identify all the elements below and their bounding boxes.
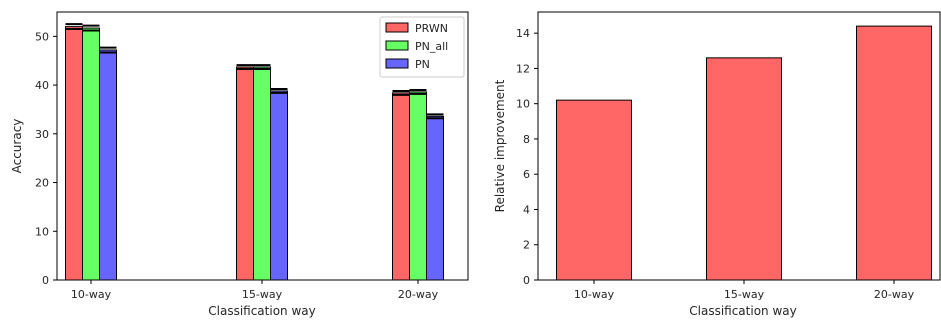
bar-pn-all-20-way bbox=[409, 91, 427, 281]
y-tick-label: 20 bbox=[35, 177, 49, 190]
legend-label: PN bbox=[415, 58, 430, 71]
accuracy-error-bars bbox=[65, 23, 444, 120]
y-tick-label: 12 bbox=[516, 62, 530, 75]
x-tick-label: 20-way bbox=[874, 288, 915, 301]
legend-swatch-pn-all bbox=[385, 40, 409, 51]
improvement-y-axis-label: Relative improvement bbox=[493, 79, 507, 212]
accuracy-chart: 0 10 20 30 40 50 10-way 15-way 20-way Classific… bbox=[10, 11, 469, 318]
bar-pn-10-way bbox=[99, 49, 117, 281]
accuracy-y-axis-label: Accuracy bbox=[10, 119, 24, 174]
bar-prwn-10-way bbox=[65, 26, 83, 281]
y-tick-label: 2 bbox=[523, 239, 530, 252]
bar-improvement-10-way bbox=[556, 99, 632, 281]
legend-label: PRWN bbox=[415, 22, 448, 35]
bar-pn-20-way bbox=[426, 115, 444, 281]
accuracy-bars bbox=[65, 26, 444, 281]
bar-improvement-15-way bbox=[706, 57, 782, 281]
legend-label: PN_all bbox=[415, 40, 448, 53]
bar-pn-all-10-way bbox=[82, 27, 100, 281]
y-tick-label: 10 bbox=[35, 225, 49, 238]
y-tick-label: 50 bbox=[35, 30, 49, 43]
x-tick-label: 10-way bbox=[574, 288, 615, 301]
legend: PRWN PN_all PN bbox=[379, 16, 465, 78]
accuracy-x-ticks: 10-way 15-way 20-way bbox=[71, 280, 439, 301]
bar-prwn-15-way bbox=[236, 66, 254, 281]
x-tick-label: 20-way bbox=[398, 288, 439, 301]
y-tick-label: 10 bbox=[516, 98, 530, 111]
y-tick-label: 40 bbox=[35, 79, 49, 92]
y-tick-label: 8 bbox=[523, 133, 530, 146]
bar-pn-all-15-way bbox=[253, 66, 271, 281]
bar-improvement-20-way bbox=[856, 25, 932, 281]
accuracy-y-ticks: 0 10 20 30 40 50 bbox=[35, 30, 57, 287]
bar-prwn-20-way bbox=[392, 92, 410, 281]
x-tick-label: 10-way bbox=[71, 288, 112, 301]
y-tick-label: 0 bbox=[523, 274, 530, 287]
accuracy-x-axis-label: Classification way bbox=[208, 304, 315, 318]
improvement-y-ticks: 0 2 4 6 8 10 12 14 bbox=[516, 27, 538, 287]
legend-swatch-prwn bbox=[385, 22, 409, 33]
x-tick-label: 15-way bbox=[242, 288, 283, 301]
y-tick-label: 6 bbox=[523, 168, 530, 181]
improvement-x-axis-label: Classification way bbox=[689, 304, 796, 318]
legend-swatch-pn bbox=[385, 58, 409, 69]
improvement-x-ticks: 10-way 15-way 20-way bbox=[574, 280, 915, 301]
y-tick-label: 0 bbox=[42, 274, 49, 287]
y-tick-label: 4 bbox=[523, 203, 530, 216]
bar-pn-15-way bbox=[270, 90, 288, 281]
improvement-plot-frame bbox=[537, 11, 941, 281]
y-tick-label: 30 bbox=[35, 128, 49, 141]
y-tick-label: 14 bbox=[516, 27, 530, 40]
relative-improvement-chart: 0 2 4 6 8 10 12 14 10-way 15-way 20-way Classific… bbox=[493, 11, 941, 318]
x-tick-label: 15-way bbox=[724, 288, 765, 301]
improvement-bars bbox=[556, 25, 932, 281]
